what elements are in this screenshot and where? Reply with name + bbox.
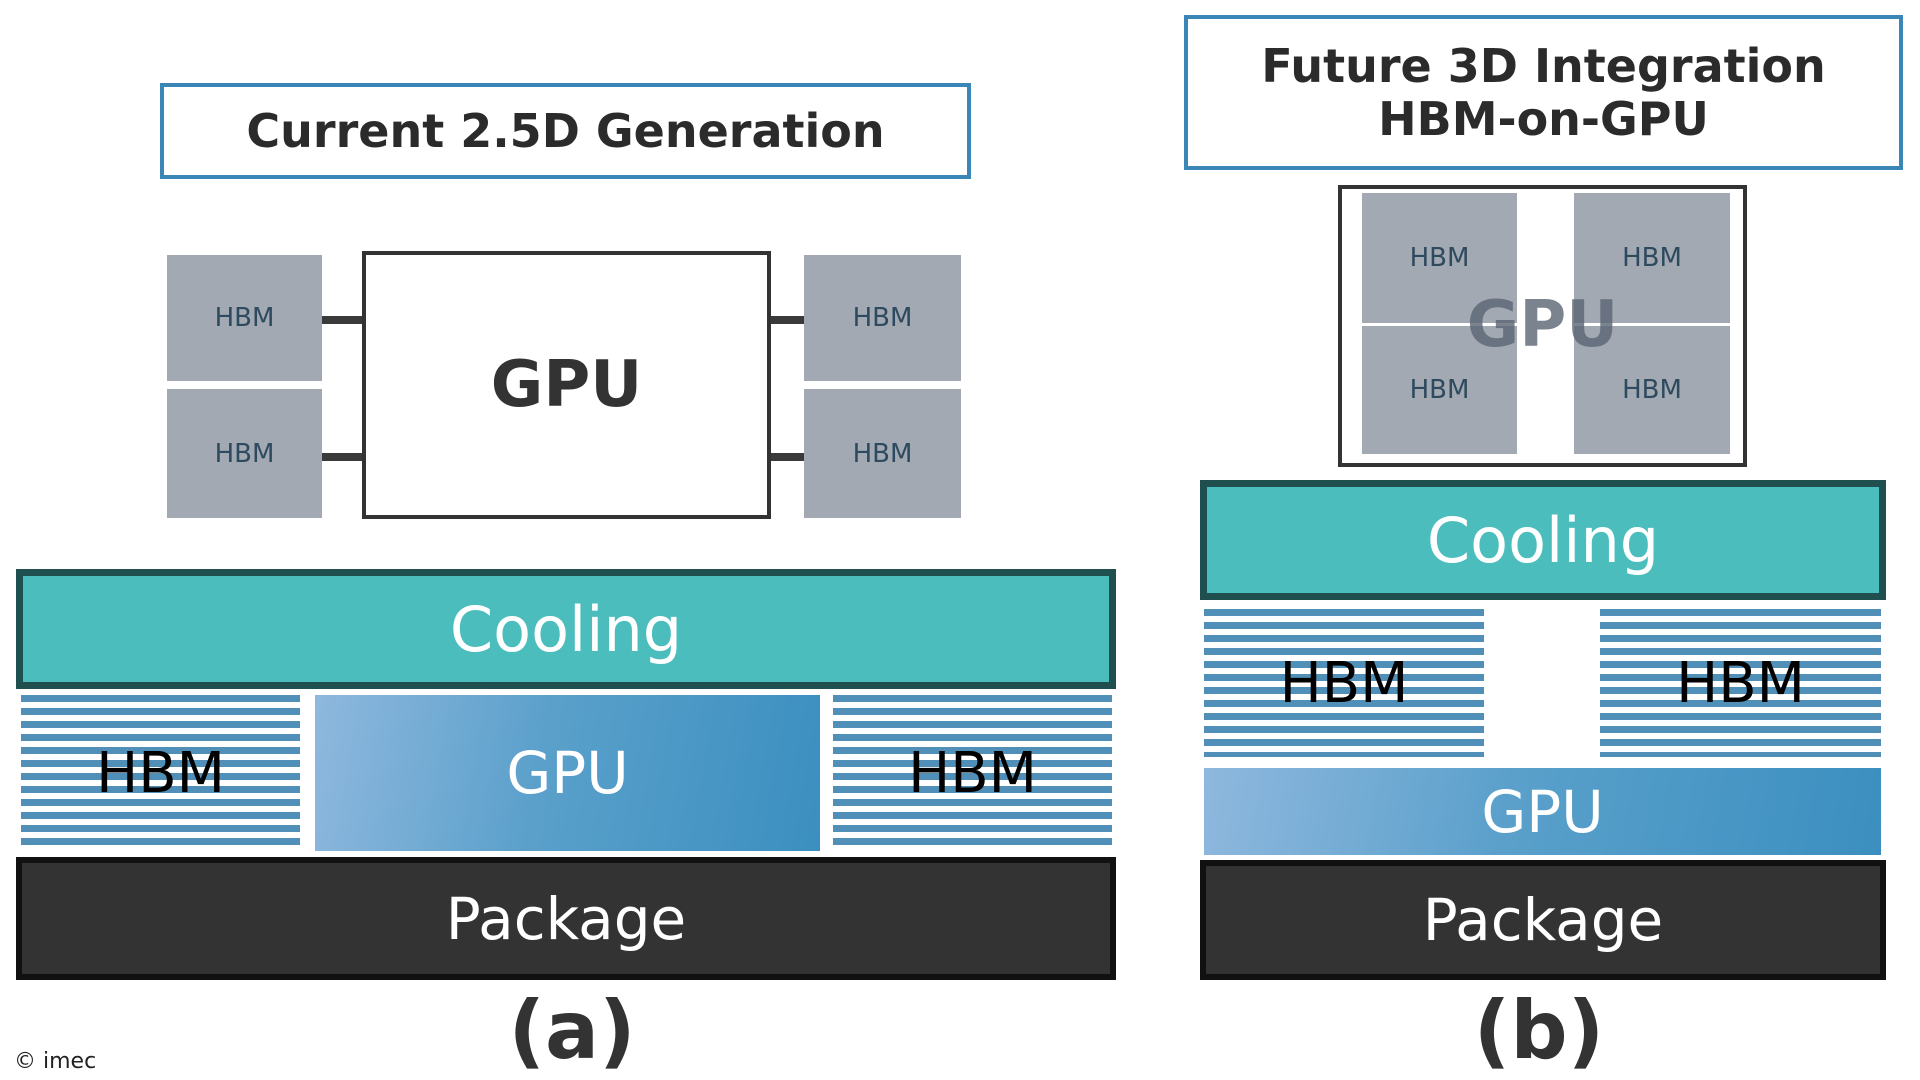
hbm-stack: HBM bbox=[833, 695, 1112, 851]
hbm-stack: HBM bbox=[1600, 609, 1881, 757]
hbm-chip: HBM bbox=[167, 255, 322, 381]
hbm-chip: HBM bbox=[1362, 326, 1517, 454]
hbm-chip: HBM bbox=[167, 389, 322, 518]
panel-b-label: (b) bbox=[1473, 983, 1605, 1077]
hbm-stack: HBM bbox=[21, 695, 300, 851]
panel-b-title-line2: HBM-on-GPU bbox=[1378, 91, 1709, 146]
panel-b-title: Future 3D Integration HBM-on-GPU bbox=[1184, 15, 1903, 170]
gpu-layer: GPU bbox=[315, 695, 820, 851]
connector-wire bbox=[769, 316, 833, 324]
hbm-chip: HBM bbox=[804, 255, 961, 381]
connector-wire bbox=[769, 453, 833, 461]
copyright: © imec bbox=[14, 1048, 97, 1074]
cooling-layer: Cooling bbox=[16, 569, 1116, 689]
hbm-chip: HBM bbox=[1574, 193, 1730, 323]
hbm-chip: HBM bbox=[1574, 326, 1730, 454]
cooling-layer: Cooling bbox=[1200, 480, 1886, 600]
gpu-die: GPU bbox=[362, 251, 771, 519]
connector-wire bbox=[300, 453, 364, 461]
package-layer: Package bbox=[1200, 860, 1886, 980]
gpu-die-label: GPU bbox=[1466, 288, 1619, 362]
panel-a-title: Current 2.5D Generation bbox=[160, 83, 971, 179]
connector-wire bbox=[300, 316, 364, 324]
package-layer: Package bbox=[16, 857, 1116, 980]
hbm-chip: HBM bbox=[804, 389, 961, 518]
gpu-layer: GPU bbox=[1204, 768, 1881, 855]
panel-b-title-line1: Future 3D Integration bbox=[1261, 38, 1826, 93]
panel-a-label: (a) bbox=[508, 983, 636, 1077]
panel-a-title-text: Current 2.5D Generation bbox=[246, 103, 885, 158]
hbm-stack: HBM bbox=[1204, 609, 1484, 757]
hbm-chip: HBM bbox=[1362, 193, 1517, 323]
